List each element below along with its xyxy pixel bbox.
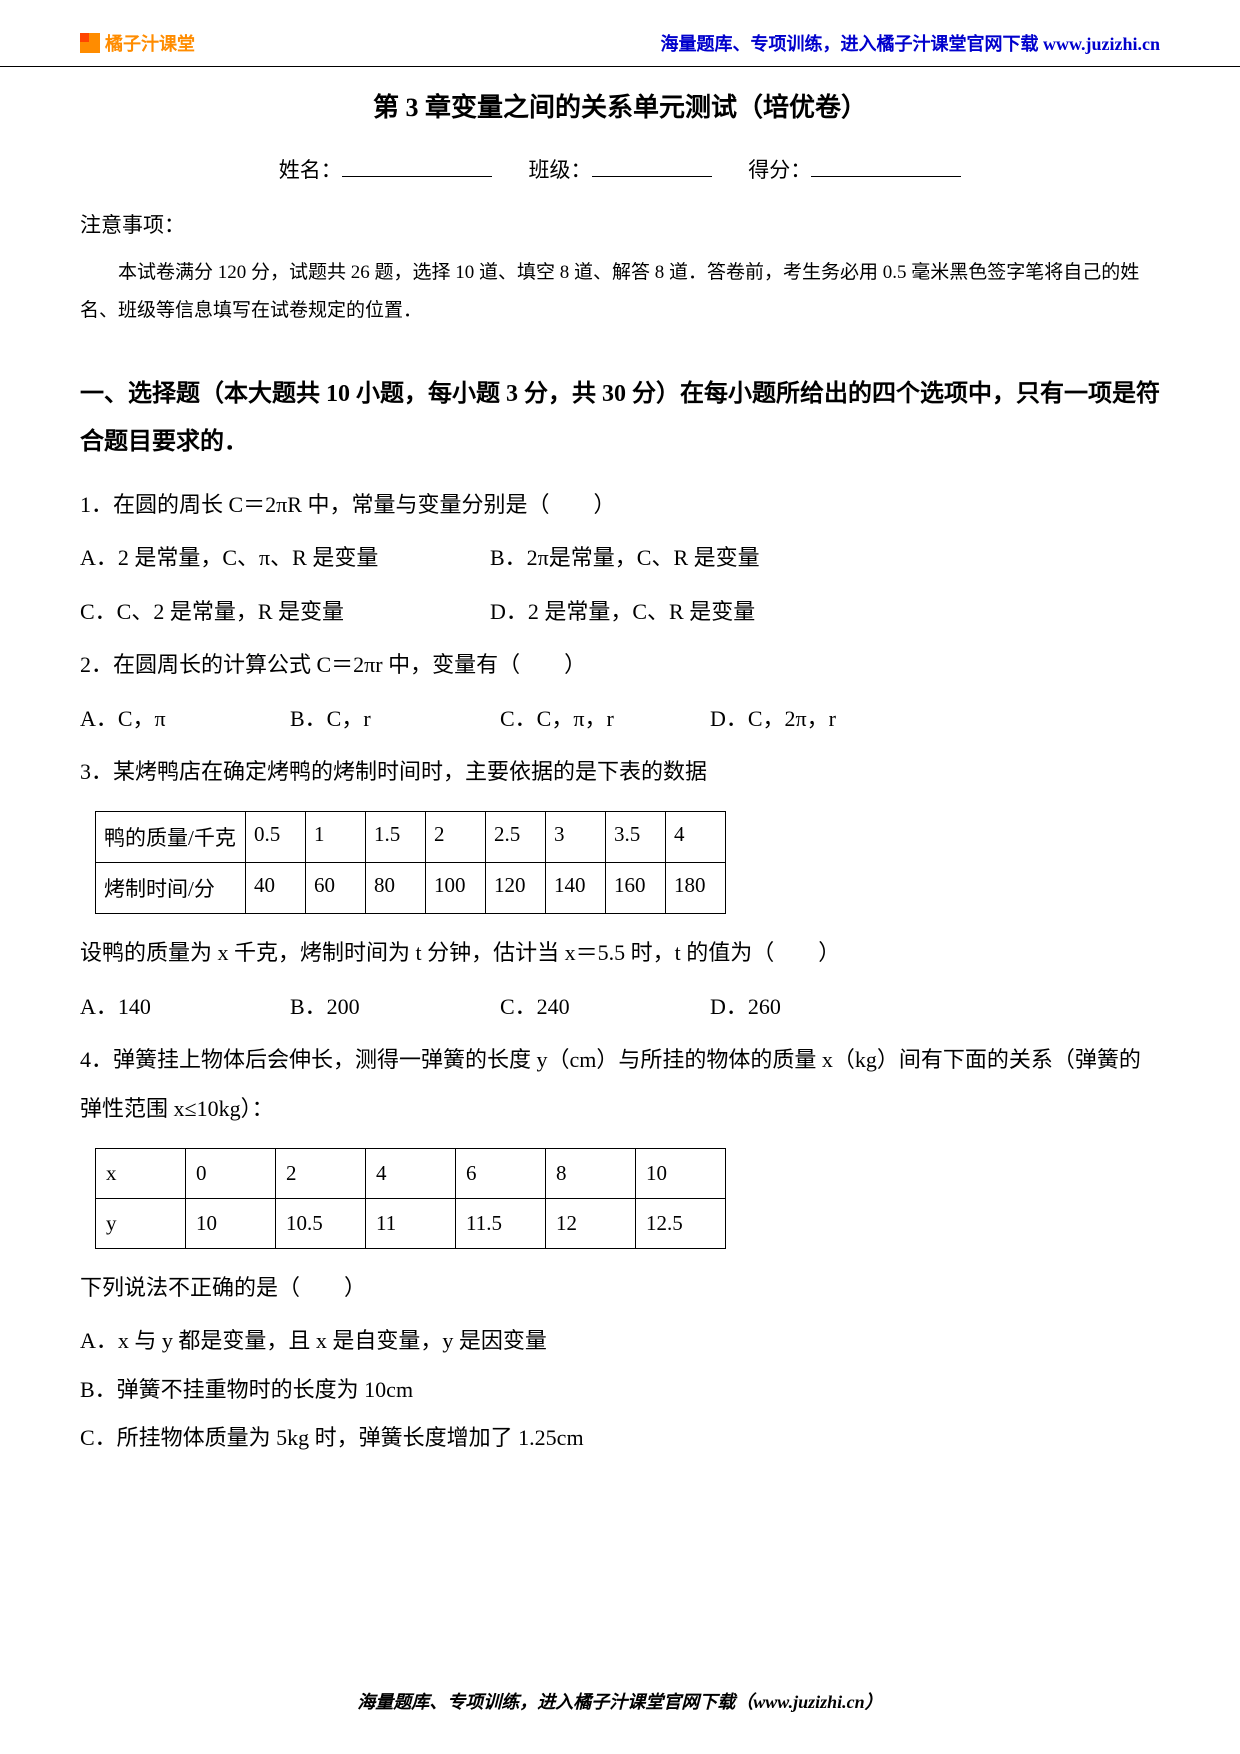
q2-option-d: D．C，2π，r — [710, 695, 836, 743]
q1-option-b: B．2π是常量，C、R 是变量 — [490, 534, 760, 582]
table-cell: 10 — [186, 1198, 276, 1248]
q4-option-b: B．弹簧不挂重物时的长度为 10cm — [80, 1366, 1160, 1414]
table-row: 鸭的质量/千克 0.5 1 1.5 2 2.5 3 3.5 4 — [96, 812, 726, 863]
score-label: 得分： — [748, 158, 811, 182]
table-cell: x — [96, 1148, 186, 1198]
logo-icon — [80, 33, 100, 53]
table-cell: y — [96, 1198, 186, 1248]
q4-table: x 0 2 4 6 8 10 y 10 10.5 11 11.5 12 12.5 — [95, 1148, 726, 1249]
q1-option-d: D．2 是常量，C、R 是变量 — [490, 588, 755, 636]
q1-option-c: C．C、2 是常量，R 是变量 — [80, 588, 490, 636]
content-area: 第 3 章变量之间的关系单元测试（培优卷） 姓名： 班级： 得分： 注意事项： … — [0, 87, 1240, 1462]
table-cell: 6 — [456, 1148, 546, 1198]
page-footer: 海量题库、专项训练，进入橘子汁课堂官网下载（www.juzizhi.cn） — [0, 1688, 1240, 1714]
table-cell: 11 — [366, 1198, 456, 1248]
q2-options: A．C，π B．C，r C．C，π，r D．C，2π，r — [80, 695, 1160, 743]
page-header: 橘子汁课堂 海量题库、专项训练，进入橘子汁课堂官网下载 www.juzizhi.… — [0, 0, 1240, 67]
q2-text: 2．在圆周长的计算公式 C＝2πr 中，变量有（ ） — [80, 641, 1160, 689]
q4-text2: 下列说法不正确的是（ ） — [80, 1264, 1160, 1312]
q1-text: 1．在圆的周长 C＝2πR 中，常量与变量分别是（ ） — [80, 481, 1160, 529]
table-cell: 0 — [186, 1148, 276, 1198]
table-cell: 10 — [636, 1148, 726, 1198]
class-label: 班级： — [529, 158, 592, 182]
q2-option-c: C．C，π，r — [500, 695, 710, 743]
table-cell: 烤制时间/分 — [96, 863, 246, 914]
q2-option-a: A．C，π — [80, 695, 290, 743]
page-title: 第 3 章变量之间的关系单元测试（培优卷） — [80, 87, 1160, 124]
table-cell: 11.5 — [456, 1198, 546, 1248]
table-cell: 140 — [546, 863, 606, 914]
table-cell: 2.5 — [486, 812, 546, 863]
q3-text2: 设鸭的质量为 x 千克，烤制时间为 t 分钟，估计当 x＝5.5 时，t 的值为… — [80, 929, 1160, 977]
class-blank[interactable] — [592, 155, 712, 177]
q3-table: 鸭的质量/千克 0.5 1 1.5 2 2.5 3 3.5 4 烤制时间/分 4… — [95, 811, 726, 914]
q3-option-d: D．260 — [710, 983, 781, 1031]
table-cell: 3 — [546, 812, 606, 863]
table-cell: 12 — [546, 1198, 636, 1248]
table-cell: 80 — [366, 863, 426, 914]
q1-option-a: A．2 是常量，C、π、R 是变量 — [80, 534, 490, 582]
student-info-line: 姓名： 班级： 得分： — [80, 154, 1160, 184]
name-label: 姓名： — [279, 158, 342, 182]
q4-text: 4．弹簧挂上物体后会伸长，测得一弹簧的长度 y（cm）与所挂的物体的质量 x（k… — [80, 1036, 1160, 1133]
table-cell: 8 — [546, 1148, 636, 1198]
table-row: x 0 2 4 6 8 10 — [96, 1148, 726, 1198]
q4-option-c: C．所挂物体质量为 5kg 时，弹簧长度增加了 1.25cm — [80, 1414, 1160, 1462]
table-cell: 0.5 — [246, 812, 306, 863]
table-cell: 10.5 — [276, 1198, 366, 1248]
table-cell: 120 — [486, 863, 546, 914]
section-1-title: 一、选择题（本大题共 10 小题，每小题 3 分，共 30 分）在每小题所给出的… — [80, 370, 1160, 466]
table-cell: 40 — [246, 863, 306, 914]
header-link-text: 海量题库、专项训练，进入橘子汁课堂官网下载 www.juzizhi.cn — [661, 30, 1161, 56]
logo-text: 橘子汁课堂 — [105, 30, 195, 56]
score-blank[interactable] — [811, 155, 961, 177]
table-cell: 4 — [366, 1148, 456, 1198]
q1-options: A．2 是常量，C、π、R 是变量 B．2π是常量，C、R 是变量 C．C、2 … — [80, 534, 1160, 636]
q3-options: A．140 B．200 C．240 D．260 — [80, 983, 1160, 1031]
notice-text: 本试卷满分 120 分，试题共 26 题，选择 10 道、填空 8 道、解答 8… — [80, 254, 1160, 330]
table-cell: 3.5 — [606, 812, 666, 863]
table-cell: 2 — [276, 1148, 366, 1198]
q3-option-c: C．240 — [500, 983, 710, 1031]
q2-option-b: B．C，r — [290, 695, 500, 743]
q3-option-a: A．140 — [80, 983, 290, 1031]
table-cell: 2 — [426, 812, 486, 863]
table-cell: 12.5 — [636, 1198, 726, 1248]
table-cell: 160 — [606, 863, 666, 914]
table-row: 烤制时间/分 40 60 80 100 120 140 160 180 — [96, 863, 726, 914]
name-blank[interactable] — [342, 155, 492, 177]
table-cell: 180 — [666, 863, 726, 914]
table-cell: 60 — [306, 863, 366, 914]
q4-option-a: A．x 与 y 都是变量，且 x 是自变量，y 是因变量 — [80, 1317, 1160, 1365]
table-cell: 1.5 — [366, 812, 426, 863]
q3-option-b: B．200 — [290, 983, 500, 1031]
logo: 橘子汁课堂 — [80, 30, 195, 56]
table-cell: 鸭的质量/千克 — [96, 812, 246, 863]
notice-title: 注意事项： — [80, 209, 1160, 239]
table-cell: 100 — [426, 863, 486, 914]
table-cell: 1 — [306, 812, 366, 863]
q3-text: 3．某烤鸭店在确定烤鸭的烤制时间时，主要依据的是下表的数据 — [80, 748, 1160, 796]
q4-options: A．x 与 y 都是变量，且 x 是自变量，y 是因变量 B．弹簧不挂重物时的长… — [80, 1317, 1160, 1462]
table-row: y 10 10.5 11 11.5 12 12.5 — [96, 1198, 726, 1248]
table-cell: 4 — [666, 812, 726, 863]
